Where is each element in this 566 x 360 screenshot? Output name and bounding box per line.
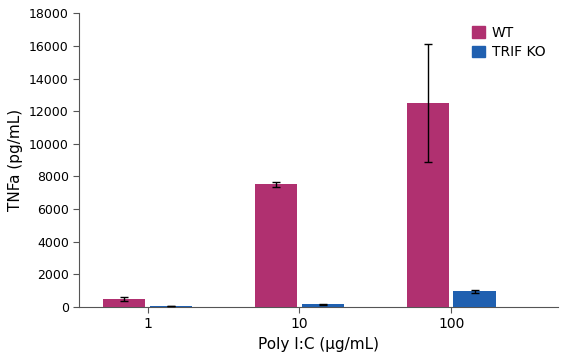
Bar	[302, 304, 344, 307]
Bar	[453, 291, 496, 307]
X-axis label: Poly I:C (μg/mL): Poly I:C (μg/mL)	[258, 337, 379, 352]
Bar	[255, 184, 297, 307]
Legend: WT, TRIF KO: WT, TRIF KO	[466, 20, 551, 65]
Y-axis label: TNFa (pg/mL): TNFa (pg/mL)	[8, 109, 23, 211]
Bar	[407, 103, 449, 307]
Bar	[103, 298, 145, 307]
